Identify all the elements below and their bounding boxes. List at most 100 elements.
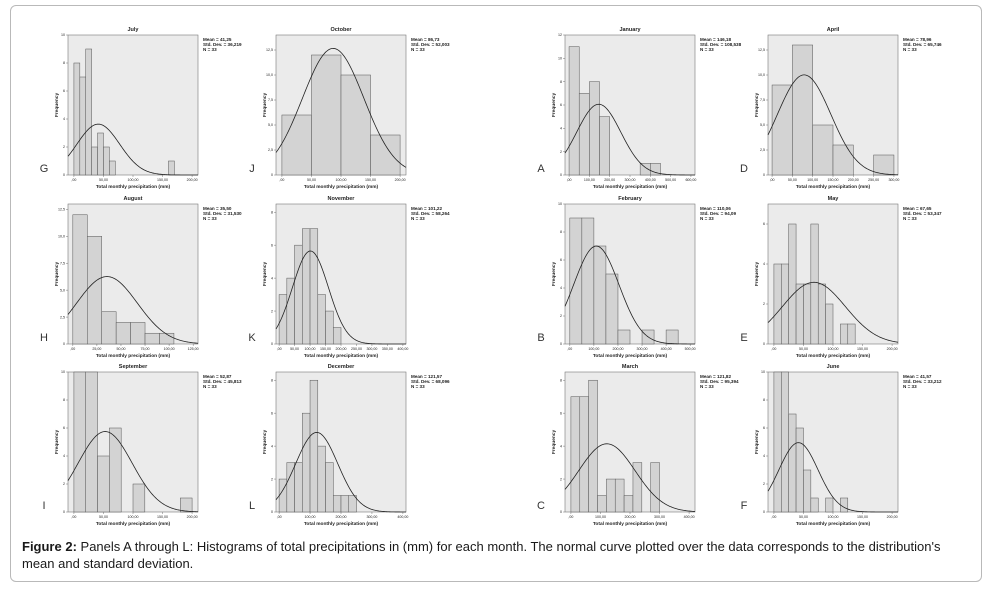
panel-title: April [827, 27, 840, 33]
normal-curve [564, 245, 695, 345]
y-tick-label: 0 [63, 342, 65, 346]
x-tick-label: 200,00 [887, 515, 898, 519]
stat-line: Std. Dev. = 53,347 [903, 211, 942, 216]
stat-line: N = 33 [411, 47, 425, 52]
y-tick-label: 2 [560, 477, 562, 481]
histogram-bar [570, 396, 581, 513]
panel-title: February [618, 196, 642, 202]
x-tick-label: 350,00 [382, 347, 393, 351]
y-tick-label: 8 [271, 210, 273, 214]
x-axis-label: Total monthly precipitation (mm) [96, 521, 171, 527]
y-tick-label: 0 [63, 510, 65, 514]
x-tick-label: ,00 [279, 178, 284, 182]
panel-title: August [124, 196, 143, 202]
y-tick-label: 2,5 [760, 148, 765, 152]
histogram-bar [617, 329, 631, 345]
histogram-bar [72, 214, 88, 345]
stat-line: Mean = 121,82 [700, 374, 731, 379]
x-tick-label: 100,00 [336, 178, 347, 182]
x-tick-label: 50,00 [799, 347, 808, 351]
stat-line: Mean = 41,57 [903, 374, 932, 379]
histogram-bar [597, 495, 607, 513]
y-tick-label: 6 [763, 222, 765, 226]
normal-curve [767, 281, 899, 343]
panel-letter: G [40, 163, 49, 175]
histogram-bar [325, 462, 334, 513]
histogram-bar [568, 46, 580, 176]
histogram-bar [85, 48, 92, 176]
y-tick-label: 0 [63, 173, 65, 177]
histogram-bar [294, 462, 303, 513]
y-tick-label: 8 [560, 230, 562, 234]
stat-line: Std. Dev. = 95,394 [700, 379, 739, 384]
y-tick-label: 7,5 [268, 98, 273, 102]
x-tick-label: 250,00 [351, 347, 362, 351]
x-tick-label: 50,00 [307, 178, 316, 182]
stat-line: Std. Dev. = 94,09 [700, 211, 736, 216]
histogram-bar [781, 371, 789, 513]
y-tick-label: 6 [763, 426, 765, 430]
histogram-bar [91, 146, 98, 176]
x-tick-label: 100,00 [807, 178, 818, 182]
y-axis-label: Frequency [551, 430, 557, 455]
x-tick-label: 125,00 [188, 347, 199, 351]
stat-line: N = 33 [203, 384, 217, 389]
x-tick-label: 300,00 [888, 178, 899, 182]
histogram-bar [73, 62, 81, 176]
stat-line: Std. Dev. = 108,538 [700, 42, 742, 47]
y-tick-label: 4 [271, 276, 273, 280]
panel-title: October [330, 27, 352, 33]
y-tick-label: 2 [63, 145, 65, 149]
histogram-bar [606, 478, 616, 513]
y-tick-label: 6 [63, 426, 65, 430]
y-tick-label: 8 [63, 398, 65, 402]
histogram-bar [302, 228, 311, 345]
stat-line: N = 33 [903, 384, 917, 389]
x-tick-label: 150,00 [857, 347, 868, 351]
x-tick-label: 400,00 [397, 347, 408, 351]
x-tick-label: 300,00 [366, 515, 377, 519]
figure-caption: Figure 2: Panels A through L: Histograms… [22, 538, 972, 572]
y-tick-label: 4 [63, 117, 65, 121]
histogram-bar [115, 322, 131, 345]
panel-letter: F [741, 500, 748, 512]
y-tick-label: 0 [271, 510, 273, 514]
stat-line: Mean = 101,22 [411, 206, 442, 211]
histogram-bar [788, 413, 797, 513]
y-tick-label: 4 [271, 444, 273, 448]
histogram-bar [847, 323, 856, 345]
x-axis-label: Total monthly precipitation (mm) [796, 353, 871, 359]
y-tick-label: 0 [560, 510, 562, 514]
panel-title: July [127, 27, 139, 33]
stat-line: N = 33 [903, 216, 917, 221]
y-tick-label: 10,0 [266, 73, 273, 77]
panel-letter: I [42, 500, 45, 512]
panel-title: November [328, 196, 356, 202]
panel-letter: E [740, 332, 747, 344]
y-tick-label: 8 [560, 80, 562, 84]
x-axis-label: Total monthly precipitation (mm) [593, 521, 668, 527]
normal-curve [275, 48, 407, 168]
histogram-bar [792, 44, 813, 176]
histogram-bar [325, 310, 334, 345]
y-tick-label: 8 [271, 378, 273, 382]
panel-title: June [827, 364, 840, 370]
y-axis-label: Frequency [754, 93, 760, 118]
histogram-bar [589, 81, 600, 176]
stat-line: N = 33 [903, 47, 917, 52]
x-tick-label: 50,00 [799, 515, 808, 519]
y-axis-label: Frequency [754, 262, 760, 287]
y-axis-label: Frequency [754, 430, 760, 455]
stat-line: Std. Dev. = 33,212 [903, 379, 942, 384]
histogram-bar [180, 497, 193, 513]
x-axis-label: Total monthly precipitation (mm) [96, 353, 171, 359]
x-tick-label: 200,00 [336, 347, 347, 351]
caption-text: Panels A through L: Histograms of total … [22, 539, 941, 571]
y-axis-label: Frequency [54, 93, 60, 118]
x-tick-label: ,00 [770, 178, 775, 182]
